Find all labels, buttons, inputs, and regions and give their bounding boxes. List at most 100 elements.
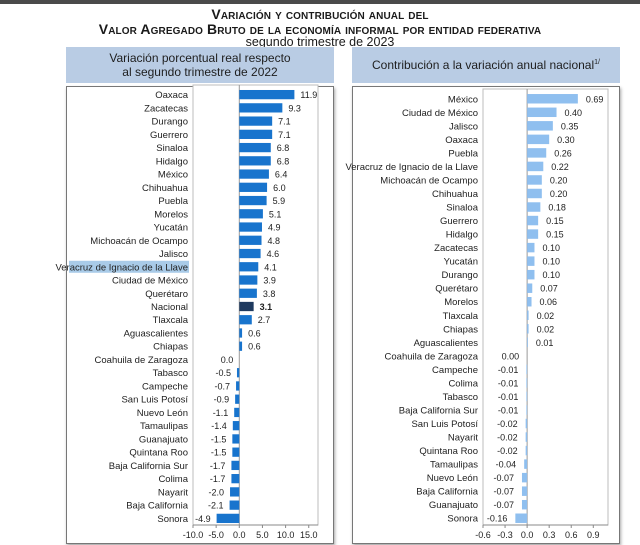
category-label: Puebla [158, 196, 188, 207]
bar [527, 202, 541, 212]
value-label: 2.7 [258, 315, 271, 325]
bar [235, 394, 240, 404]
bar [239, 301, 254, 312]
value-label: 7.1 [278, 117, 291, 127]
category-label: Tamaulipas [430, 460, 478, 471]
value-label: 6.0 [273, 183, 286, 193]
bar [239, 195, 267, 206]
value-label: -2.1 [208, 501, 224, 511]
left-header-line-1: Variación porcentual real respecto [109, 51, 291, 65]
category-label: Baja California [416, 487, 478, 498]
value-label: 3.9 [263, 276, 276, 286]
x-tick-label: 0.3 [543, 530, 556, 540]
value-label: 4.6 [267, 249, 280, 259]
category-label: Tabasco [153, 368, 188, 379]
bar [239, 315, 252, 325]
x-tick-label: 0.6 [565, 530, 578, 540]
value-label: 0.15 [546, 230, 564, 240]
bar [527, 215, 539, 226]
value-label: -0.01 [498, 378, 519, 388]
value-label: 0.00 [502, 351, 520, 361]
category-label: Michoacán de Ocampo [90, 236, 188, 247]
x-tick-label: 15.0 [300, 530, 318, 540]
x-tick-label: -10.0 [183, 530, 204, 540]
bar [236, 381, 240, 391]
value-label: -0.07 [493, 487, 514, 497]
category-label: Aguascalientes [414, 338, 479, 349]
bar [239, 262, 259, 272]
value-label: 4.9 [268, 223, 281, 233]
value-label: -0.5 [215, 368, 231, 378]
value-label: -1.7 [210, 474, 226, 484]
category-label: Yucatán [154, 223, 188, 234]
value-label: -0.07 [493, 500, 514, 510]
value-label: 4.8 [268, 236, 281, 246]
category-label: Ciudad de México [402, 108, 478, 119]
value-label: -0.07 [493, 473, 514, 483]
value-label: -0.01 [498, 405, 519, 415]
category-label: Quintana Roo [419, 446, 478, 457]
category-label: Guanajuato [139, 434, 188, 445]
bar [525, 445, 528, 456]
category-label: Sinaloa [156, 143, 188, 154]
category-label-highlight [69, 260, 189, 273]
bar [239, 116, 273, 126]
value-label: -1.4 [211, 421, 227, 431]
category-label: Tabasco [443, 392, 478, 403]
category-label: Sinaloa [446, 203, 478, 214]
category-label: Tlaxcala [153, 315, 189, 326]
bar [229, 500, 240, 510]
value-label: 11.9 [300, 90, 317, 100]
bar [525, 432, 528, 442]
category-label: Nayarit [158, 487, 188, 498]
bar [527, 229, 539, 239]
bar [527, 121, 553, 131]
value-label: 0.15 [546, 216, 564, 226]
category-label: Guerrero [150, 130, 188, 141]
value-label: 0.69 [586, 94, 604, 104]
bar [234, 407, 240, 418]
category-label: Querétaro [145, 289, 188, 300]
x-tick-label: 10.0 [277, 530, 295, 540]
bar [239, 248, 261, 259]
bar [232, 447, 240, 457]
bar [239, 169, 269, 179]
value-label: 0.10 [542, 270, 560, 280]
value-label: 3.1 [260, 302, 273, 312]
category-label: Coahuila de Zaragoza [95, 355, 189, 366]
bar [515, 513, 528, 523]
chart-title-line-2: Valor Agregado Bruto de la economía info… [98, 21, 542, 37]
bar [527, 310, 529, 321]
category-label: Veracruz de Ignacio de la Llave [55, 262, 188, 273]
value-label: 4.1 [264, 262, 277, 272]
category-label: Oaxaca [445, 135, 478, 146]
bar [239, 288, 257, 298]
value-label: -1.7 [210, 461, 226, 471]
value-label: -1.5 [211, 448, 227, 458]
category-label: Campeche [432, 365, 478, 376]
value-label: 0.6 [248, 328, 261, 338]
value-label: -0.02 [497, 446, 518, 456]
bar [527, 324, 529, 334]
category-label: Sonora [157, 514, 188, 525]
category-label: Morelos [444, 297, 478, 308]
category-label: Durango [152, 117, 188, 128]
category-label: Hidalgo [446, 230, 478, 241]
bar [230, 487, 240, 497]
category-label: Chiapas [443, 324, 478, 335]
bar [231, 474, 240, 484]
value-label: -4.9 [195, 514, 211, 524]
value-label: 0.26 [554, 148, 572, 158]
bar [239, 103, 283, 113]
category-label: Tamaulipas [140, 421, 188, 432]
bar [239, 182, 268, 192]
category-label: Durango [442, 270, 478, 281]
bar [239, 341, 243, 351]
category-label: Colima [158, 474, 188, 485]
value-label: -0.02 [497, 433, 518, 443]
category-label: Nuevo León [427, 473, 478, 484]
category-label: Oaxaca [155, 90, 188, 101]
bar [239, 89, 295, 100]
